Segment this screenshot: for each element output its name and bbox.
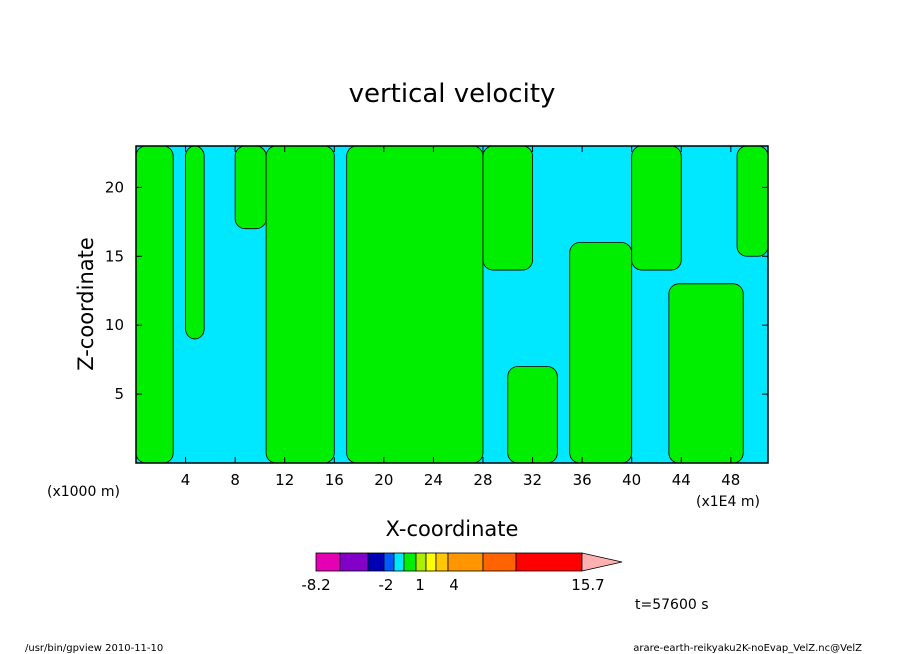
x-unit-left: (x1000 m) <box>47 484 120 500</box>
positive-region <box>346 146 484 463</box>
colorbar-label: 15.7 <box>571 576 604 594</box>
colorbar-segment <box>482 552 517 572</box>
time-label: t=57600 s <box>635 597 709 613</box>
positive-velocity-regions <box>136 146 768 463</box>
positive-region <box>631 146 682 271</box>
footer-right: arare-earth-reikyaku2K-noEvap_VelZ.nc@Ve… <box>633 643 862 654</box>
x-tick-label: 16 <box>325 471 344 489</box>
colorbar-segment <box>515 552 583 572</box>
colorbar-segment <box>383 552 395 572</box>
x-tick-label: 40 <box>622 471 641 489</box>
colorbar-label: -2 <box>379 576 394 594</box>
colorbar-segment <box>339 552 369 572</box>
x-tick-label: 20 <box>374 471 393 489</box>
chart-title: vertical velocity <box>349 79 556 109</box>
x-tick-label: 4 <box>181 471 191 489</box>
footer-left: /usr/bin/gpview 2010-11-10 <box>25 643 163 654</box>
positive-region <box>234 146 267 230</box>
colorbar-segment <box>403 552 417 572</box>
x-tick-label: 48 <box>721 471 740 489</box>
positive-region <box>507 366 558 463</box>
colorbar-segment <box>447 552 484 572</box>
colorbar-segment <box>393 552 405 572</box>
x-tick-label: 32 <box>523 471 542 489</box>
x-unit-right: (x1E4 m) <box>696 494 760 510</box>
y-tick-label: 15 <box>105 247 124 265</box>
plot-frame <box>135 145 769 464</box>
x-tick-label: 28 <box>473 471 492 489</box>
y-tick-label: 20 <box>105 178 124 196</box>
colorbar-segment <box>425 552 437 572</box>
positive-region <box>569 242 633 463</box>
colorbar-segment <box>315 552 341 572</box>
x-axis-title: X-coordinate <box>386 517 519 541</box>
x-tick-label: 24 <box>424 471 443 489</box>
colorbar-tip <box>581 552 623 572</box>
colorbar: -8.2 -2 1 4 15.7 <box>301 552 623 594</box>
y-tick-label: 5 <box>114 385 124 403</box>
x-tick-label: 44 <box>672 471 691 489</box>
colorbar-segment <box>415 552 427 572</box>
positive-region <box>136 146 174 463</box>
colorbar-segment <box>367 552 385 572</box>
positive-region <box>185 146 205 340</box>
positive-region <box>668 283 744 463</box>
x-axis-ticks: 4 8 12 16 20 24 28 32 36 40 44 48 <box>181 146 740 489</box>
x-tick-label: 36 <box>573 471 592 489</box>
y-tick-label: 10 <box>105 316 124 334</box>
positive-region <box>736 146 768 257</box>
y-axis-ticks: 5 10 15 20 <box>105 178 768 403</box>
colorbar-segment <box>435 552 449 572</box>
colorbar-label: 1 <box>415 576 425 594</box>
positive-region <box>482 146 533 271</box>
colorbar-label: 4 <box>449 576 459 594</box>
x-tick-label: 8 <box>230 471 240 489</box>
colorbar-label: -8.2 <box>301 576 330 594</box>
y-axis-title: Z-coordinate <box>74 237 98 371</box>
positive-region <box>265 146 335 463</box>
x-tick-label: 12 <box>275 471 294 489</box>
